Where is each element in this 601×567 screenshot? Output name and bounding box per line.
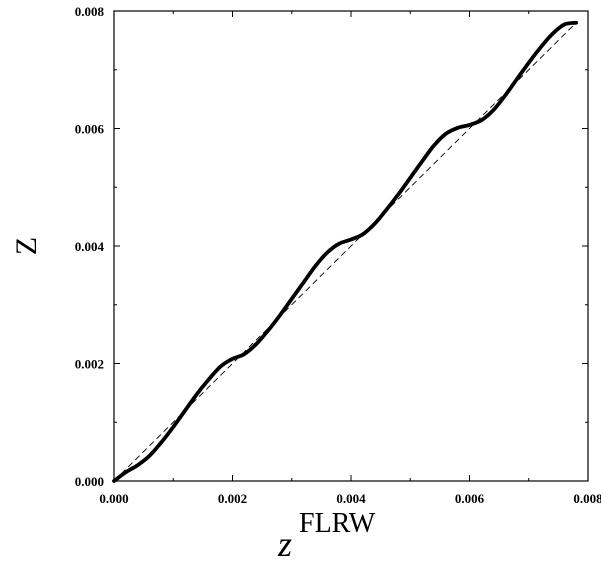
y-tick-label: 0.000 bbox=[75, 474, 104, 489]
x-tick-label: 0.008 bbox=[573, 491, 601, 506]
axis-ticks bbox=[113, 10, 589, 482]
y-axis-label: Z bbox=[10, 237, 43, 255]
series-line-solid bbox=[112, 20, 579, 483]
y-tick-label: 0.002 bbox=[75, 357, 104, 372]
x-tick-label: 0.002 bbox=[218, 491, 247, 506]
x-tick-label: 0.000 bbox=[99, 491, 128, 506]
x-axis-label-superscript: FLRW bbox=[299, 508, 376, 539]
series-line-dashed bbox=[113, 22, 577, 482]
x-tick-label: 0.004 bbox=[336, 491, 366, 506]
axis-tick-labels: 0.000 0.002 0.004 0.006 0.008 0.000 0.002 0.004… bbox=[75, 4, 601, 506]
y-tick-label: 0.006 bbox=[75, 122, 105, 137]
x-tick-label: 0.006 bbox=[455, 491, 485, 506]
y-tick-label: 0.008 bbox=[75, 4, 105, 19]
x-axis-label: z bbox=[277, 524, 292, 564]
series-group bbox=[112, 20, 579, 483]
y-tick-label: 0.004 bbox=[75, 239, 105, 254]
